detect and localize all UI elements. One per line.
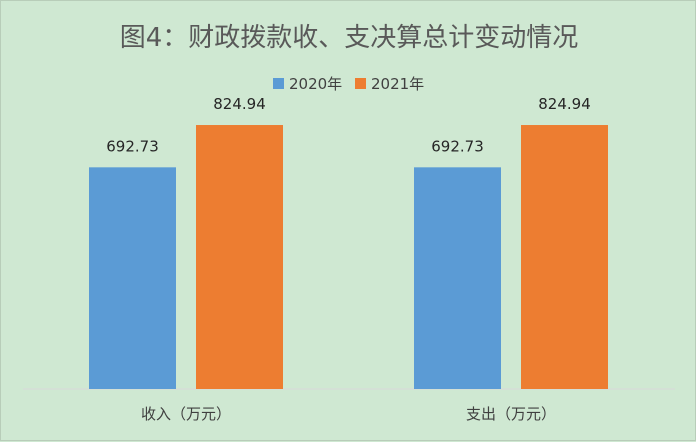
- bar-0-1: [196, 125, 283, 390]
- legend-swatch-1: [355, 78, 366, 89]
- data-label-1-1: 824.94: [538, 95, 591, 113]
- bars-group: 692.73 824.94 692.73 824.94: [89, 95, 608, 390]
- bar-1-0: [414, 167, 501, 389]
- data-label-0-0: 692.73: [106, 137, 159, 155]
- category-labels: 收入（万元） 支出（万元）: [141, 405, 556, 423]
- category-label-1: 支出（万元）: [466, 405, 556, 423]
- legend-label-1: 2021年: [371, 75, 424, 93]
- bar-0-0: [89, 167, 176, 389]
- category-label-0: 收入（万元）: [141, 405, 231, 423]
- legend-swatch-0: [273, 78, 284, 89]
- data-label-0-1: 824.94: [213, 95, 266, 113]
- legend: 2020年 2021年: [273, 75, 424, 93]
- legend-label-0: 2020年: [289, 75, 342, 93]
- data-label-1-0: 692.73: [431, 137, 484, 155]
- bar-1-1: [521, 125, 608, 390]
- chart-title: 图4：财政拨款收、支决算总计变动情况: [120, 23, 579, 53]
